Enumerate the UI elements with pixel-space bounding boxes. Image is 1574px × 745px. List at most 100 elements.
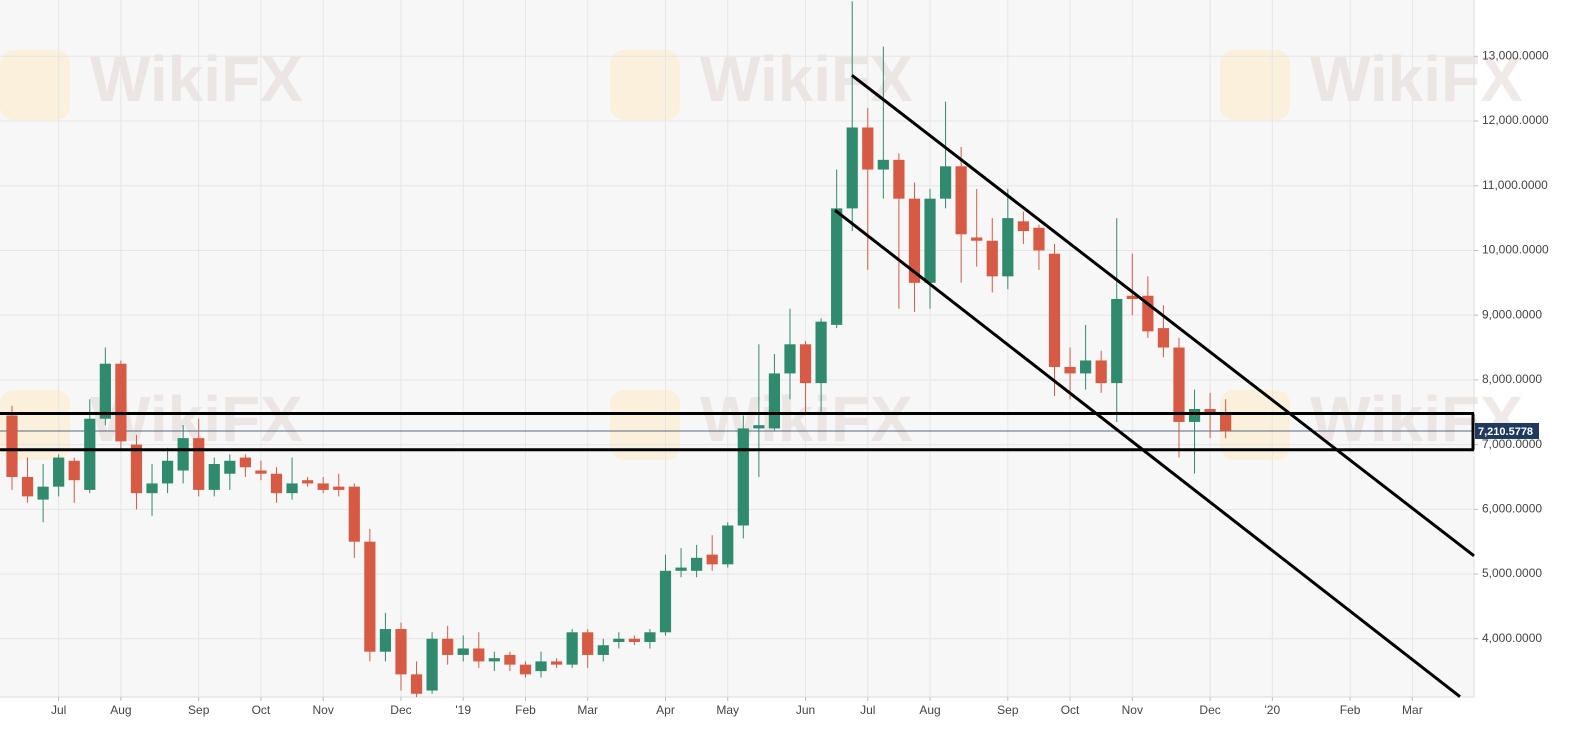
candle-body [348,486,360,542]
candle-body [333,486,345,490]
x-tick-label: Oct [1061,703,1080,717]
y-tick-label: 10,000.0000 [1482,243,1549,257]
x-tick-label: '19 [455,703,471,717]
watermark: WikiFX [700,383,913,455]
x-tick-label: Dec [1199,703,1220,717]
candle-body [146,483,158,494]
x-tick-label: Dec [390,703,411,717]
candle-body [1157,328,1170,348]
candle-body [286,483,298,494]
candle-body [706,554,718,565]
candle-body [442,638,454,655]
candle-body [224,460,236,474]
candle-body [519,664,532,675]
candle-body [1033,227,1045,251]
candle-body [488,658,500,662]
candle-body [550,661,563,665]
candle-body [986,240,998,277]
watermark: WikiFX [700,43,913,115]
candle-body [37,486,49,500]
x-tick-label: Aug [110,703,131,717]
candle-body [722,525,734,565]
candle-body [208,464,220,490]
watermark: WikiFX [1310,43,1523,115]
candle-body [364,541,376,652]
last-price-label: 7,210.5778 [1478,426,1533,438]
candle-body [161,460,174,484]
watermark-logo [610,390,680,460]
candle-body [177,438,189,471]
candle-body [53,457,65,487]
candle-body [768,373,781,429]
candle-body [815,321,827,384]
last-price-box [1475,422,1539,439]
candle-body [270,473,283,494]
watermark-logo [1220,50,1290,120]
x-tick-label: Feb [1340,703,1361,717]
candle-body [426,638,438,691]
candle-body [597,645,609,655]
y-tick-label: 13,000.0000 [1482,48,1549,62]
candle-body [504,654,516,665]
x-tick-label: Feb [515,703,536,717]
candle-body [644,632,656,642]
x-tick-label: Apr [656,703,675,717]
y-tick-label: 7,000.0000 [1482,437,1542,451]
candle-body [675,567,687,571]
candle-body [613,638,625,642]
candle-body [1111,298,1123,384]
candle-body [628,638,640,642]
candle-body [473,648,485,662]
candle-body [379,629,392,652]
candle-body [939,166,952,199]
candle-body [877,159,889,170]
candle-body [21,476,34,497]
trend-line [834,208,1461,698]
candle-body [395,629,407,675]
candle-body [893,159,905,199]
candle-body [535,661,547,672]
y-tick-label: 9,000.0000 [1482,307,1542,321]
y-tick-label: 8,000.0000 [1482,372,1542,386]
candle-body [1204,409,1216,413]
candle-body [582,632,594,655]
candle-body [239,457,251,468]
candle-body [862,127,874,170]
x-tick-label: Jul [51,703,66,717]
y-tick-label: 4,000.0000 [1482,631,1542,645]
candle-body [971,237,983,241]
x-tick-label: Aug [919,703,940,717]
candle-body [1095,360,1107,384]
candle-body [6,415,18,477]
candle-body [1080,360,1092,374]
candle-body [955,166,967,235]
candle-body [1220,412,1232,432]
y-tick-label: 5,000.0000 [1482,566,1542,580]
candle-body [193,438,205,490]
candle-body [1017,221,1029,232]
watermark: WikiFX [1310,383,1523,455]
y-tick-label: 12,000.0000 [1482,113,1549,127]
x-tick-label: Oct [252,703,271,717]
x-tick-label: Jun [796,703,815,717]
candle-body [831,208,843,325]
candle-body [130,444,143,494]
candle-body [1002,218,1014,277]
candle-body [1173,347,1185,422]
candle-body [410,674,423,694]
candle-body [846,127,858,209]
candle-body [753,425,765,429]
candle-body [784,344,796,374]
candle-body [99,363,111,419]
watermark-logo [610,50,680,120]
x-tick-label: May [716,703,739,717]
candle-body [659,570,672,633]
candle-body [908,198,921,283]
candle-body [302,480,314,484]
trend-line [850,74,1475,558]
y-tick-label: 11,000.0000 [1482,178,1548,192]
candle-body [691,557,703,571]
x-tick-label: '20 [1265,703,1281,717]
